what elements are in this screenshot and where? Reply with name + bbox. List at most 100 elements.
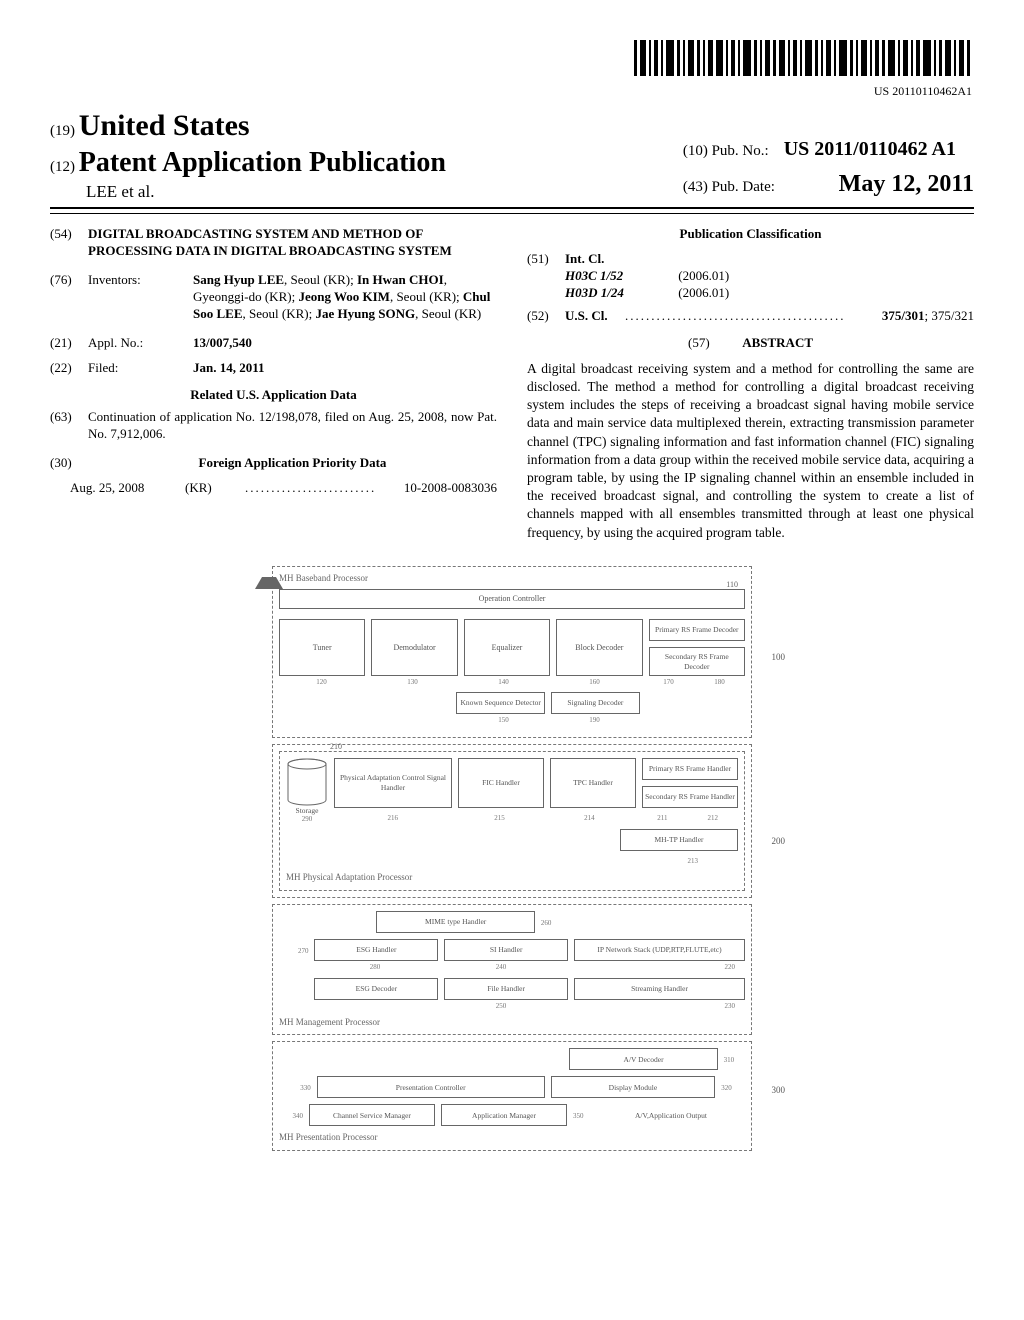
ref-270: 270 [279,939,308,961]
intcl-code: H03C 1/52 [565,268,675,285]
document-header: (19) United States (12) Patent Applicati… [50,106,974,210]
storage-label: Storage [286,806,328,816]
presentation-label: MH Presentation Processor [279,1132,745,1144]
secondary-rs-handler-box: Secondary RS Frame Handler [642,786,738,808]
ref-120: 120 [279,678,364,687]
abstract-num: (57) [688,335,710,350]
uscl-rest: ; 375/321 [925,308,974,323]
jurisdiction-num: (19) [50,123,75,139]
appl-num: (21) [50,335,88,352]
title-num: (54) [50,226,88,260]
ref-260: 260 [541,911,587,933]
pub-date-label: Pub. Date: [712,179,775,195]
esg-handler-box: ESG Handler [314,939,438,961]
cont-num: (63) [50,409,88,443]
pub-date-value: May 12, 2011 [839,171,974,197]
streaming-handler-box: Streaming Handler [574,978,745,1000]
ref-211: 211 [657,814,667,823]
invention-title: DIGITAL BROADCASTING SYSTEM AND METHOD O… [88,226,497,260]
si-handler-box: SI Handler [444,939,568,961]
uscl-num: (52) [527,308,565,325]
intcl-num: (51) [527,251,565,302]
inventors-list: Sang Hyup LEE, Seoul (KR); In Hwan CHOI,… [193,272,497,323]
ref-212: 212 [708,814,719,823]
ref-190: 190 [552,716,637,725]
block-diagram: 100 MH Baseband Processor Operation Cont… [272,566,752,1157]
authors: LEE et al. [86,182,154,201]
ref-230: 230 [567,1002,745,1011]
inventor-name: Sang Hyup LEE [193,272,284,287]
block-decoder-box: Block Decoder [556,619,642,677]
ref-216: 216 [334,814,451,823]
foreign-num: (30) [50,455,88,472]
ref-340: 340 [279,1104,303,1126]
cont-text: Continuation of application No. 12/198,0… [88,409,497,443]
storage-cylinder: Storage 290 [286,758,328,866]
inventor-loc: , Seoul (KR) [415,306,481,321]
intcl-label: Int. Cl. [565,251,625,268]
ref-350: 350 [573,1104,591,1126]
channel-service-mgr-box: Channel Service Manager [309,1104,435,1126]
esg-decoder-box: ESG Decoder [314,978,438,1000]
presentation-processor-box: 300 A/V Decoder 310 330 Presentation Con… [272,1041,752,1151]
physical-adaptation-box: 200 210 Storage 290 [272,744,752,898]
mhtp-handler-box: MH-TP Handler [620,829,738,851]
demodulator-box: Demodulator [371,619,457,677]
ref-220: 220 [567,963,745,972]
ref-320: 320 [721,1076,745,1098]
ref-100: 100 [772,652,786,664]
foreign-heading: Foreign Application Priority Data [88,455,497,472]
ref-160: 160 [552,678,637,687]
inventors-label: Inventors: [88,272,193,323]
ref-210: 210 [330,742,342,752]
ref-300: 300 [772,1085,786,1097]
pubclass-heading: Publication Classification [527,226,974,243]
av-output-label: A/V,Application Output [597,1104,745,1126]
inventor-name: Jae Hyung SONG [315,306,415,321]
management-label: MH Management Processor [279,1017,745,1029]
intcl-code: H03D 1/24 [565,285,675,302]
signaling-decoder-box: Signaling Decoder [551,692,640,714]
pub-no-label: Pub. No.: [712,143,769,159]
filed-label: Filed: [88,360,193,377]
filed-num: (22) [50,360,88,377]
primary-rs-decoder-box: Primary RS Frame Decoder [649,619,745,641]
uscl-primary: 375/301 [882,308,925,323]
ref-200: 200 [772,836,786,848]
appl-value: 13/007,540 [193,335,497,352]
filed-value: Jan. 14, 2011 [193,360,497,377]
presentation-controller-box: Presentation Controller [317,1076,545,1098]
ref-290: 290 [286,815,328,824]
mime-handler-box: MIME type Handler [376,911,534,933]
secondary-rs-decoder-box: Secondary RS Frame Decoder [649,647,745,677]
tuner-box: Tuner [279,619,365,677]
uscl-dots: ........................................… [625,308,882,325]
opc-label: Operation Controller [479,594,546,603]
pub-date-num: (43) [683,179,708,195]
inventor-loc: , Seoul (KR); [390,289,463,304]
intcl-year: (2006.01) [678,285,729,302]
application-mgr-box: Application Manager [441,1104,567,1126]
ref-240: 240 [441,963,561,972]
baseband-label: MH Baseband Processor [279,573,745,585]
file-handler-box: File Handler [444,978,568,1000]
operation-controller-box: Operation Controller 110 [279,589,745,609]
baseband-processor-box: 100 MH Baseband Processor Operation Cont… [272,566,752,738]
header-rule [50,213,974,214]
management-processor-box: MIME type Handler 260 270 ESG Handler SI… [272,904,752,1036]
ip-network-stack-box: IP Network Stack (UDP,RTP,FLUTE,etc) [574,939,745,961]
pub-type-num: (12) [50,159,75,175]
priority-date: Aug. 25, 2008 [50,480,185,497]
ref-214: 214 [547,814,631,823]
inventor-name: Jeong Woo KIM [298,289,390,304]
fic-handler-box: FIC Handler [458,758,544,808]
physical-adaptation-label: MH Physical Adaptation Processor [286,872,738,884]
antenna-icon [255,563,283,589]
pacs-handler-box: Physical Adaptation Control Signal Handl… [334,758,452,808]
known-seq-detector-box: Known Sequence Detector [456,692,545,714]
ref-213: 213 [334,857,738,866]
pub-type: Patent Application Publication [79,147,446,178]
ref-330: 330 [279,1076,311,1098]
inventor-loc: , Seoul (KR); [243,306,316,321]
ref-150: 150 [461,716,546,725]
